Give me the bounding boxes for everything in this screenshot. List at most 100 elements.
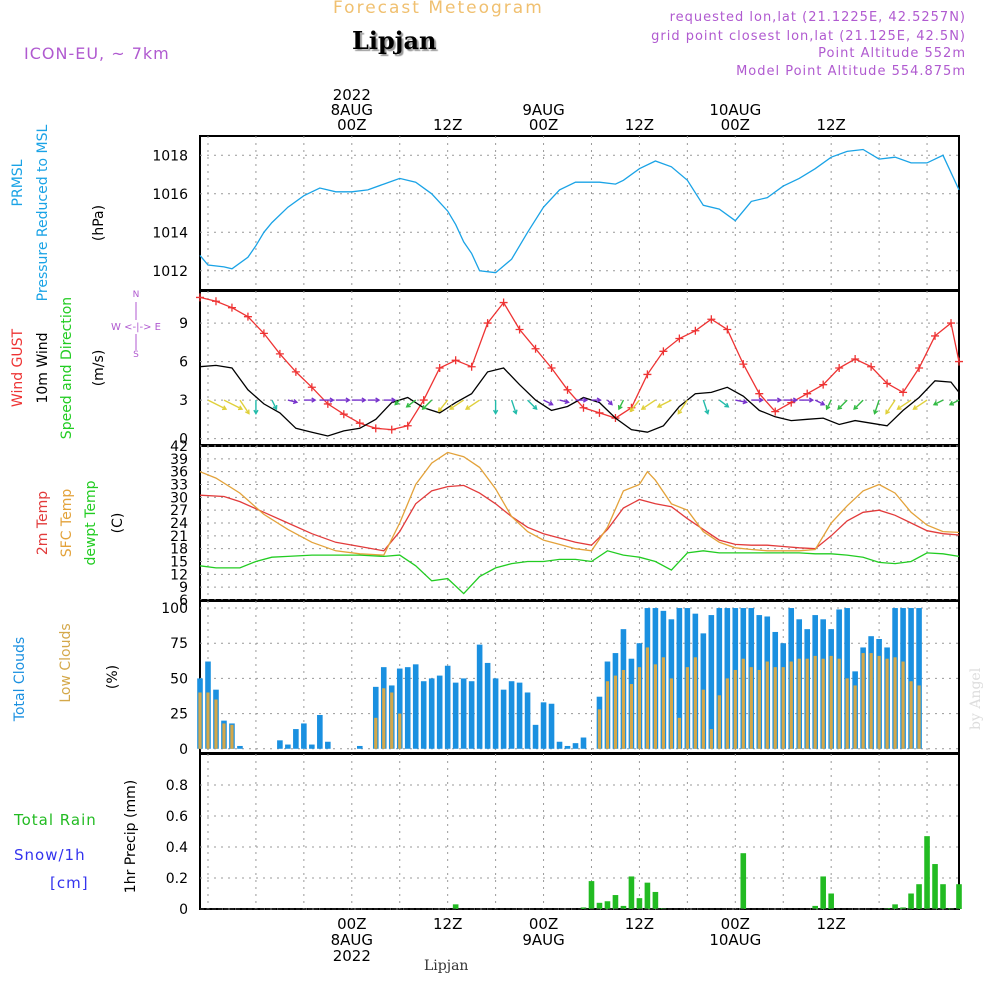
wind-arrow [837, 399, 848, 410]
rain-bar [452, 904, 459, 909]
rain-bar [596, 902, 603, 909]
wind-arrow [677, 399, 688, 414]
wind-arrow-head [758, 397, 764, 403]
time-label-bottom: 12Z [433, 915, 462, 933]
low-cloud-bar [845, 678, 849, 749]
low-cloud-bar [805, 658, 809, 749]
gust-marker [419, 396, 428, 405]
precip-ytick-label: 0.2 [166, 871, 188, 887]
total-cloud-bar [580, 737, 587, 749]
wind-arrow [207, 399, 227, 410]
total-cloud-bar [508, 681, 515, 749]
gust-marker [499, 298, 508, 307]
wind-ytick-label: 9 [179, 316, 188, 332]
wind-frame [199, 290, 960, 446]
gust-marker [755, 389, 764, 398]
gust-marker [323, 399, 332, 408]
total-cloud-bar [460, 678, 467, 749]
precip-label: 1hr Precip (mm) [123, 780, 139, 893]
wind-arrow [465, 399, 481, 410]
wind-arrow-head [607, 400, 613, 406]
low-cloud-bar [605, 681, 610, 749]
wind-arrow [873, 399, 880, 414]
total-cloud-bar [492, 678, 499, 749]
gust-marker [723, 325, 732, 334]
gust-marker [371, 424, 380, 433]
low-cloud-bar [917, 685, 921, 749]
rain-bar [580, 907, 587, 909]
gust-marker [435, 364, 444, 372]
wind-arrow-head [245, 409, 250, 415]
low-cloud-bar [222, 723, 226, 749]
temperature-ytick-label: 9 [179, 580, 188, 596]
total-cloud-bar [301, 723, 307, 749]
wind-arrow [618, 399, 625, 410]
wind-arrow [510, 399, 517, 414]
gust-marker [259, 329, 268, 338]
low-cloud-bar [885, 658, 889, 749]
wind-arrow [527, 399, 538, 410]
temperature-ytick-label: 39 [170, 452, 188, 468]
wind-arrow-head [564, 399, 570, 405]
wind-arrow-head [345, 397, 351, 403]
wind-arrow-head [394, 400, 400, 406]
low-cloud-bar [741, 658, 745, 749]
wind-arrow-head [492, 409, 499, 415]
precip-ytick-label: 0.8 [166, 778, 188, 794]
total-cloud-bar [452, 682, 459, 749]
time-label-bottom: 10AUG [709, 931, 761, 949]
gust-marker [691, 326, 700, 335]
gust-marker [867, 362, 876, 371]
gust-marker [275, 349, 284, 358]
wind-arrow-head [548, 400, 554, 406]
low-cloud-bar [781, 667, 785, 749]
precip-ytick-label: 0 [179, 902, 188, 918]
total-cloud-bar [468, 681, 475, 749]
wind-arrow [406, 399, 417, 408]
wind-arrow-head [253, 409, 259, 415]
total-cloud-bar [420, 681, 427, 749]
time-label-bottom: 00Z [721, 915, 750, 933]
wind-arrow-head [237, 405, 244, 411]
wind-arrow [885, 399, 896, 414]
low-cloud-bar [382, 688, 386, 749]
snow-label: Snow/1h [14, 846, 86, 864]
rain-bar [636, 898, 643, 909]
pressure-ytick-label: 1018 [152, 148, 188, 164]
wind-arrow [718, 399, 729, 408]
rain-bar [892, 904, 898, 909]
wind-series-wind [199, 364, 960, 437]
low-cloud-bar [757, 669, 761, 749]
gust-marker [243, 312, 252, 321]
total-cloud-bar [317, 715, 323, 749]
gust-marker [563, 385, 572, 394]
low-cloud-bar [861, 653, 865, 749]
gust-marker [659, 347, 668, 356]
time-label-bottom: 2022 [333, 947, 371, 965]
rain-bar [740, 853, 747, 909]
pressure-label-msl: Pressure Reduced to MSL [35, 124, 51, 301]
total-cloud-bar [548, 703, 555, 749]
time-label-top: 00Z [529, 116, 558, 134]
rain-bar [940, 884, 946, 909]
total-cloud-bar [716, 608, 723, 749]
low-cloud-bar [821, 658, 825, 749]
temp-unit: (C) [110, 513, 126, 534]
rain-bar [588, 881, 595, 909]
low-cloud-bar [230, 724, 234, 749]
wind-arrow [422, 399, 433, 410]
temp-label-dewpt: dewpt Temp [83, 480, 99, 565]
low-cloud-bar [765, 661, 769, 749]
gust-marker [451, 356, 460, 365]
low-cloud-bar [901, 661, 905, 749]
total-cloud-bar [676, 608, 683, 749]
low-cloud-bar [797, 658, 801, 749]
total-cloud-bar [532, 724, 539, 749]
pressure-unit: (hPa) [91, 205, 107, 241]
clouds-ytick-label: 100 [161, 601, 188, 617]
clouds-label-low: Low Clouds [58, 623, 74, 702]
wind-arrow-head [311, 397, 317, 403]
wind-arrow [223, 399, 243, 410]
time-label-top: 9AUG [522, 101, 564, 119]
wind-arrow [629, 399, 640, 412]
